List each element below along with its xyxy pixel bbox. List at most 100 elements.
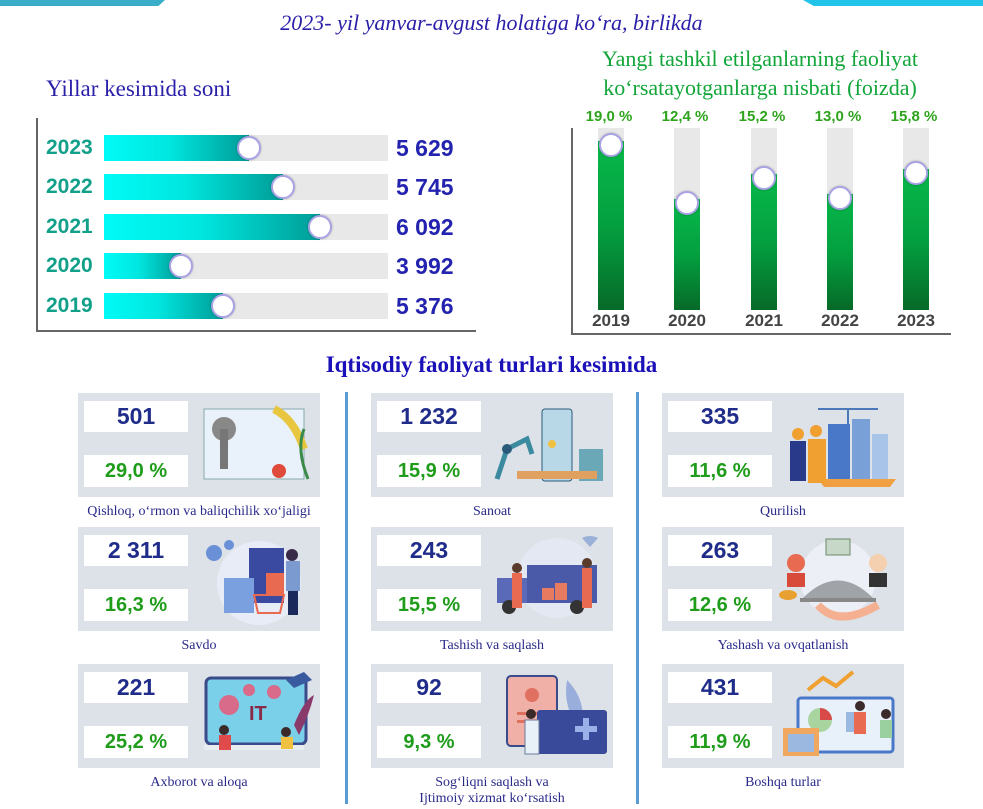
section-title: Iqtisodiy faoliyat turlari kesimida bbox=[325, 352, 658, 377]
sector-share: 25,2 % bbox=[84, 726, 188, 758]
sector-label: Axborot va aloqa bbox=[59, 775, 339, 791]
sector-label-line: Boshqa turlar bbox=[745, 775, 821, 790]
vertical-chart-title-line2: ko‘rsatayotganlarga nisbati (foizda) bbox=[603, 75, 917, 100]
sector-count: 335 bbox=[668, 401, 772, 432]
sector-label: Tashish va saqlash bbox=[352, 638, 632, 654]
bar-fill bbox=[104, 135, 249, 161]
bar-end-marker bbox=[236, 136, 261, 160]
column-category-label: 2019 bbox=[592, 311, 630, 330]
sector-share: 12,6 % bbox=[668, 589, 772, 621]
sector-label-line: Qurilish bbox=[760, 504, 806, 519]
sector-label-line: Yashash va ovqatlanish bbox=[717, 638, 849, 653]
column-top-marker bbox=[904, 161, 928, 186]
svg-text:IT: IT bbox=[249, 703, 267, 725]
bar-end-marker bbox=[211, 294, 236, 318]
page-subtitle: 2023- yil yanvar-avgust holatiga ko‘ra, … bbox=[280, 10, 703, 35]
bar-row-2023: 2023 5 629 bbox=[38, 135, 478, 161]
healthcare-illustration bbox=[487, 670, 607, 762]
bar-value-label: 5 629 bbox=[396, 135, 454, 161]
column-fill bbox=[598, 140, 624, 310]
bar-value-label: 5 745 bbox=[396, 174, 454, 200]
bar-end-marker bbox=[307, 215, 332, 239]
horizontal-chart-title: Yillar kesimida soni bbox=[46, 76, 232, 101]
sector-count: 243 bbox=[377, 535, 481, 566]
column-top-marker bbox=[828, 186, 852, 211]
sector-count: 263 bbox=[668, 535, 772, 566]
agriculture-illustration bbox=[194, 399, 314, 491]
bar-category-label: 2020 bbox=[46, 254, 93, 277]
sector-share: 15,9 % bbox=[377, 455, 481, 487]
construction-illustration bbox=[778, 399, 898, 491]
column-category-label: 2022 bbox=[821, 311, 859, 330]
bar-fill bbox=[104, 174, 283, 200]
sector-share: 15,5 % bbox=[377, 589, 481, 621]
bar-track bbox=[104, 293, 388, 319]
column-category-label: 2021 bbox=[745, 311, 783, 330]
column-2019 bbox=[598, 128, 624, 310]
sector-share: 11,6 % bbox=[668, 455, 772, 487]
sector-share: 11,9 % bbox=[668, 726, 772, 758]
sector-card: 92 9,3 % bbox=[371, 664, 613, 768]
bar-category-label: 2019 bbox=[46, 294, 93, 317]
sector-count: 221 bbox=[84, 672, 188, 703]
sector-share: 9,3 % bbox=[377, 726, 481, 758]
hospitality-illustration bbox=[778, 533, 898, 625]
sector-card: 1 232 15,9 % bbox=[371, 393, 613, 497]
sector-label: Qishloq, o‘rmon va baliqchilik xo‘jaligi bbox=[59, 504, 339, 520]
sector-label-line: Sog‘liqni saqlash va bbox=[435, 775, 549, 790]
column-2022 bbox=[827, 128, 853, 310]
sector-count: 501 bbox=[84, 401, 188, 432]
sector-card: 2 311 16,3 % bbox=[78, 527, 320, 631]
sector-label-line: Savdo bbox=[181, 638, 217, 653]
transport-illustration bbox=[487, 533, 607, 625]
top-accent-bar-left bbox=[0, 0, 165, 6]
sector-count: 431 bbox=[668, 672, 772, 703]
column-value-label: 19,0 % bbox=[585, 108, 633, 125]
sector-label: Boshqa turlar bbox=[643, 775, 923, 791]
column-2021 bbox=[751, 128, 777, 310]
sector-card: 431 11,9 % bbox=[662, 664, 904, 768]
bar-row-2021: 2021 6 092 bbox=[38, 214, 478, 240]
sector-label: Qurilish bbox=[643, 504, 923, 520]
sector-label-line: Axborot va aloqa bbox=[150, 775, 248, 790]
sector-label-line: Tashish va saqlash bbox=[439, 638, 544, 653]
column-fill bbox=[751, 174, 777, 310]
column-category-label: 2023 bbox=[897, 311, 935, 330]
analytics-illustration bbox=[778, 670, 898, 762]
bar-track bbox=[104, 174, 388, 200]
industry-illustration bbox=[487, 399, 607, 491]
vertical-chart-title-line1: Yangi tashkil etilganlarning faoliyat bbox=[601, 46, 919, 71]
column-fill bbox=[827, 194, 853, 310]
bar-fill bbox=[104, 293, 224, 319]
bar-track bbox=[104, 214, 388, 240]
bar-value-label: 3 992 bbox=[396, 253, 454, 279]
bar-fill bbox=[104, 253, 181, 279]
sector-card: 243 15,5 % bbox=[371, 527, 613, 631]
column-top-marker bbox=[752, 166, 776, 191]
column-divider-1 bbox=[345, 392, 348, 804]
sector-label-line: Sanoat bbox=[472, 504, 512, 519]
sector-label-line: Qishloq, o‘rmon va baliqchilik xo‘jaligi bbox=[87, 504, 311, 519]
column-category-label: 2020 bbox=[668, 311, 706, 330]
bar-value-label: 5 376 bbox=[396, 293, 454, 319]
column-fill bbox=[903, 169, 929, 310]
sector-card: 263 12,6 % bbox=[662, 527, 904, 631]
sector-label-line: Ijtimoiy xizmat ko‘rsatish bbox=[419, 791, 565, 806]
sector-label: Sanoat bbox=[352, 504, 632, 520]
sector-card: 501 29,0 % bbox=[78, 393, 320, 497]
bar-category-label: 2022 bbox=[46, 175, 93, 198]
bar-end-marker bbox=[270, 175, 295, 199]
sector-label: Yashash va ovqatlanish bbox=[643, 638, 923, 654]
bar-row-2019: 2019 5 376 bbox=[38, 293, 478, 319]
column-2023 bbox=[903, 128, 929, 310]
sector-card: 335 11,6 % bbox=[662, 393, 904, 497]
sector-share: 29,0 % bbox=[84, 455, 188, 487]
column-2020 bbox=[674, 128, 700, 310]
column-value-label: 15,8 % bbox=[890, 108, 938, 125]
bar-category-label: 2023 bbox=[46, 136, 93, 159]
it-illustration: IT bbox=[194, 670, 314, 762]
bar-track bbox=[104, 135, 388, 161]
bar-category-label: 2021 bbox=[46, 215, 93, 238]
sector-count: 1 232 bbox=[377, 401, 481, 432]
bar-value-label: 6 092 bbox=[396, 214, 454, 240]
